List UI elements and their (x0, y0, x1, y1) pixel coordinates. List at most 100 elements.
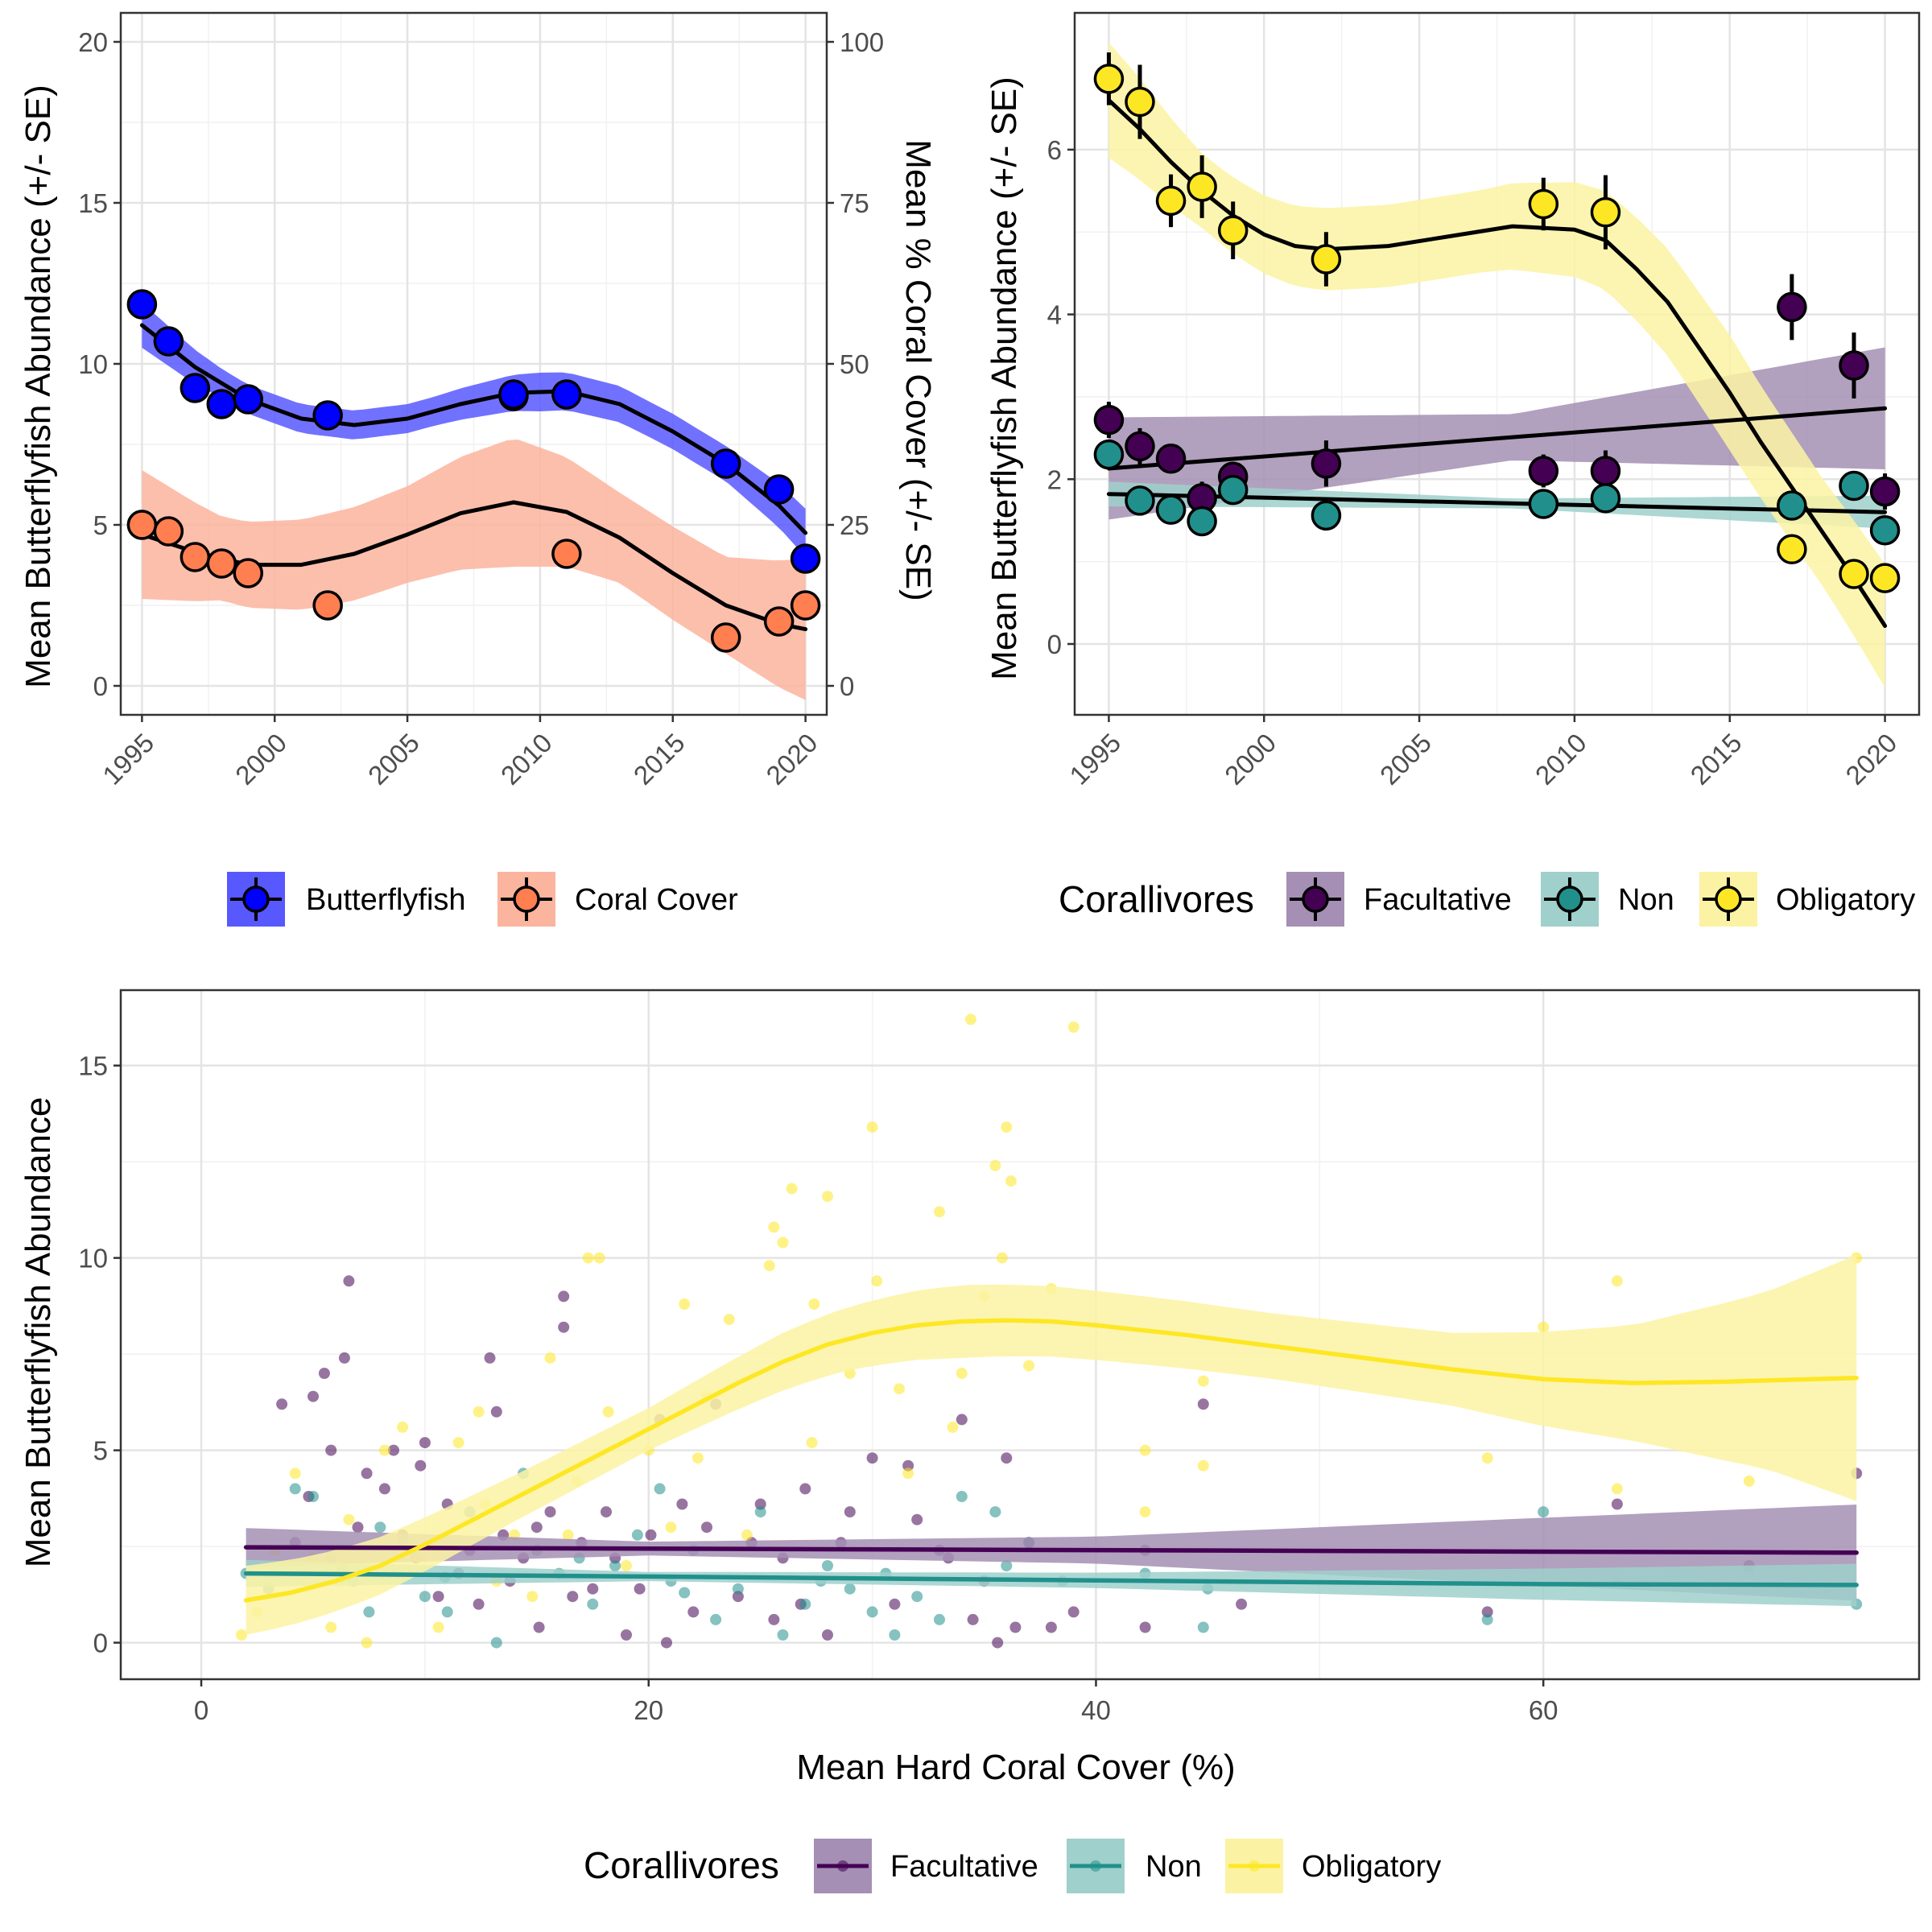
panel-b-point-facultative (1590, 456, 1621, 486)
panel-b-point-non (1590, 483, 1621, 514)
panel-a-point-coral-cover (710, 622, 741, 653)
panel-a-point-coral-cover (180, 542, 211, 572)
panel-b-panel-border (1073, 11, 1921, 716)
panel-a-y2-tick-label: 100 (840, 27, 884, 57)
panel-c-point-non (441, 1606, 453, 1618)
panel-b-point-facultative (1311, 448, 1342, 479)
panel-c-point-obligatory (679, 1298, 691, 1310)
panel-c-point-facultative (587, 1583, 599, 1595)
panel-b-point-obligatory (1155, 185, 1187, 217)
panel-c-x-tick-label: 0 (194, 1695, 208, 1725)
panel-c-point-facultative (1197, 1398, 1209, 1410)
panel-c-point-facultative (1009, 1621, 1022, 1633)
panel-c-point-obligatory (473, 1406, 485, 1418)
panel-b-point-facultative (1528, 456, 1559, 486)
panel-c-point-facultative (473, 1598, 485, 1610)
panel-c-y-tick-label: 5 (93, 1436, 108, 1466)
panel-a-point-coral-cover (206, 548, 237, 579)
panel-c-point-facultative (484, 1352, 496, 1364)
panel-c-point-obligatory (822, 1191, 833, 1203)
panel-c-point-non (777, 1629, 789, 1641)
panel-c-point-non (363, 1606, 375, 1618)
panel-c-point-obligatory (1611, 1483, 1623, 1495)
panel-a-y-tick-label: 0 (93, 671, 108, 701)
panel-b-y-tick-label: 2 (1047, 464, 1062, 494)
panel-c-point-non (419, 1591, 431, 1603)
panel-c-fit-facultative (243, 1545, 1859, 1555)
legend-key-obligatory-top-point (1715, 886, 1742, 913)
panel-c-point-facultative (318, 1368, 330, 1379)
panel-a-y2-title: Mean % Coral Cover (+/- SE) (898, 139, 938, 601)
panel-c-ribbon-obligatory (246, 1254, 1857, 1635)
panel-c-point-non (934, 1613, 945, 1625)
panel-a-point-butterflyfish (763, 474, 795, 505)
panel-c-point-facultative (544, 1506, 556, 1518)
panel-c-x-tick-label: 40 (1081, 1695, 1111, 1725)
legend-key-facultative-top (1286, 872, 1344, 927)
panel-c-point-facultative (567, 1591, 579, 1603)
panel-c-point-obligatory (1139, 1444, 1151, 1456)
panel-c-point-facultative (1067, 1606, 1080, 1618)
panel-c-point-facultative (676, 1498, 688, 1510)
panel-c-point-obligatory (602, 1406, 614, 1418)
panel-c-point-obligatory (777, 1236, 789, 1249)
panel-b-y-tick-label: 0 (1047, 630, 1062, 659)
panel-c-point-obligatory (1743, 1475, 1755, 1487)
panel-b-point-obligatory (1777, 534, 1807, 565)
panel-a-y2-tick-label: 50 (840, 349, 869, 379)
panel-c-point-facultative (601, 1506, 612, 1518)
panel-c-point-facultative (1001, 1452, 1013, 1464)
legend-label-non-bottom: Non (1146, 1850, 1202, 1884)
panel-b-point-facultative (1093, 404, 1125, 436)
panel-c-point-obligatory (768, 1221, 780, 1233)
panel-c-point-obligatory (1538, 1321, 1550, 1333)
panel-a-point-butterflyfish (180, 373, 211, 403)
panel-c-point-obligatory (1481, 1452, 1493, 1464)
panel-c-point-obligatory (956, 1368, 968, 1379)
panel-a-y2-tick-label: 75 (840, 188, 869, 218)
panel-c-point-facultative (754, 1498, 766, 1510)
panel-b-y-tick-label: 4 (1047, 300, 1062, 330)
panel-a-y-tick-label: 5 (93, 510, 108, 540)
panel-c-point-facultative (419, 1437, 431, 1449)
panel-b-point-obligatory (1839, 559, 1869, 589)
panel-c-point-obligatory (1197, 1375, 1209, 1387)
panel-c-point-facultative (558, 1290, 570, 1302)
panel-c-point-obligatory (1197, 1459, 1209, 1472)
panel-a-y2-tick-label: 25 (840, 510, 869, 540)
panel-b-point-facultative (1155, 443, 1187, 474)
panel-c-point-obligatory (1611, 1275, 1623, 1287)
legend-label-obligatory-top: Obligatory (1776, 883, 1915, 917)
panel-c-point-obligatory (593, 1252, 605, 1264)
panel-b-point-facultative (1125, 431, 1155, 462)
legend-title-bottom: Corallivores (584, 1844, 779, 1886)
panel-a-point-coral-cover (551, 539, 582, 569)
panel-c-point-non (490, 1637, 502, 1649)
panel-b-point-non (1155, 494, 1187, 525)
legend-key-butterflyfish-point (242, 886, 270, 913)
panel-b-point-facultative (1839, 350, 1869, 381)
panel-c-point-non (799, 1598, 811, 1610)
panel-c-point-facultative (687, 1606, 700, 1618)
panel-b-point-obligatory (1125, 86, 1155, 118)
panel-c-point-facultative (1139, 1621, 1151, 1633)
panel-a-point-butterflyfish (710, 448, 741, 479)
panel-c-point-facultative (530, 1521, 543, 1534)
panel-b-point-non (1125, 485, 1155, 516)
panel-c-x-tick-label: 60 (1529, 1695, 1558, 1725)
panel-c-point-obligatory (741, 1529, 753, 1541)
legend-key-obligatory-top (1699, 872, 1757, 927)
panel-c-point-obligatory (236, 1629, 247, 1641)
panel-c-point-facultative (911, 1513, 923, 1525)
panel-c-point-obligatory (871, 1275, 883, 1287)
panel-b-ribbon-obligatory (1108, 42, 1885, 688)
panel-a-point-butterflyfish (498, 379, 529, 410)
panel-c-point-non (609, 1560, 621, 1571)
legend-title-top-right: Corallivores (1059, 878, 1254, 920)
panel-c-point-facultative (701, 1521, 712, 1534)
panel-c-point-facultative (799, 1483, 811, 1495)
panel-b-point-non (1528, 489, 1559, 519)
panel-c-fit-obligatory (243, 1318, 1859, 1603)
